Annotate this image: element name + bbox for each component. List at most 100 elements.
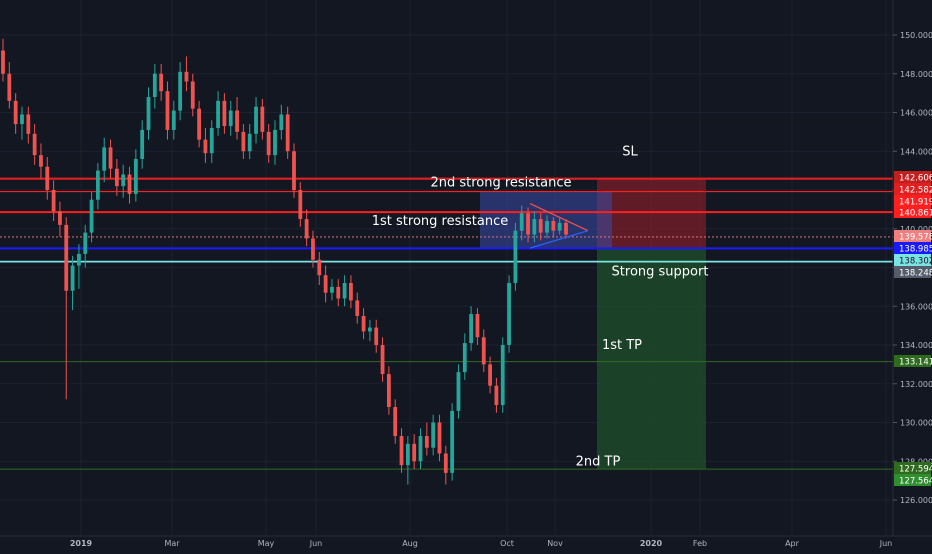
candle: [500, 337, 505, 413]
price-tag: [894, 230, 931, 242]
candle: [77, 244, 81, 289]
candle-body: [247, 133, 252, 152]
candle: [311, 230, 315, 268]
candle: [70, 255, 75, 311]
y-tick-label: 126.000: [900, 496, 932, 505]
candle-body: [26, 114, 31, 134]
candle: [519, 205, 524, 241]
candle: [545, 215, 549, 239]
candle: [216, 91, 220, 136]
candle-body: [222, 100, 227, 127]
candle-body: [260, 106, 265, 132]
candle: [399, 428, 404, 473]
candle: [209, 120, 214, 163]
candle-body: [178, 71, 183, 111]
y-tick-label: 136.000: [900, 302, 932, 311]
candle-body: [355, 300, 360, 316]
candle-body: [13, 100, 18, 125]
candle: [349, 275, 353, 309]
price-tag-label: 133.141: [899, 358, 932, 368]
candle: [266, 124, 271, 163]
price-tag-label: 140.861: [899, 209, 932, 219]
candle-body: [20, 114, 24, 125]
candle-body: [197, 108, 201, 140]
x-tick-label: Oct: [500, 539, 514, 548]
price-tag-label: 139.578: [899, 233, 932, 243]
candle-body: [507, 283, 511, 345]
candle: [361, 308, 366, 340]
candle: [304, 209, 309, 247]
candle: [184, 56, 189, 92]
candle-body: [45, 166, 50, 190]
candle-body: [513, 230, 518, 283]
candle-body: [228, 110, 233, 127]
candle: [405, 436, 410, 485]
candle-body: [51, 190, 56, 212]
candle-body: [475, 314, 480, 338]
trade-zones: [480, 178, 706, 470]
candle: [323, 265, 328, 303]
candle-body: [133, 159, 138, 194]
candle: [203, 128, 208, 163]
candle-body: [70, 265, 75, 291]
candle-body: [538, 219, 543, 233]
candle: [469, 306, 474, 351]
candle-body: [443, 453, 448, 473]
candle: [481, 329, 486, 373]
candle-body: [127, 174, 132, 194]
y-tick-label: 146.000: [900, 109, 932, 118]
candle: [58, 201, 62, 237]
candle: [317, 252, 322, 285]
candle-body: [349, 283, 353, 301]
candle-body: [273, 129, 277, 156]
candle-body: [102, 147, 107, 171]
candle-body: [494, 385, 499, 406]
candle: [108, 139, 113, 179]
candle-body: [95, 170, 100, 200]
x-tick-label: May: [258, 539, 275, 548]
candle: [64, 217, 69, 400]
candle-body: [146, 97, 151, 130]
candle: [178, 62, 183, 121]
candle: [228, 100, 233, 136]
candle: [393, 399, 398, 444]
candle-body: [456, 372, 461, 411]
y-tick-label: 134.000: [900, 341, 932, 350]
candle-body: [532, 219, 537, 235]
candle: [488, 356, 492, 394]
candle-body: [190, 81, 195, 109]
candle-body: [39, 155, 43, 167]
candle: [443, 445, 448, 485]
candle: [235, 97, 239, 140]
candle: [355, 292, 360, 324]
candle: [285, 106, 290, 159]
candle: [152, 64, 157, 109]
y-tick-label: 140.000: [900, 225, 932, 234]
candle: [26, 106, 31, 144]
candle: [133, 149, 138, 202]
first-resistance-label: 1st strong resistance: [372, 214, 508, 229]
price-tag: [894, 254, 931, 266]
candle-body: [292, 151, 296, 190]
candle-body: [171, 110, 176, 130]
candle: [462, 333, 467, 380]
candle-body: [564, 222, 568, 235]
price-tag-label: 142.606: [899, 174, 932, 184]
candle: [102, 137, 107, 183]
candle: [386, 366, 391, 415]
grid: [0, 0, 893, 536]
candle-body: [83, 232, 88, 254]
candle-body: [437, 422, 442, 454]
candle: [507, 275, 511, 353]
x-tick-label: Jun: [309, 539, 323, 548]
y-tick-label: 132.000: [900, 380, 932, 389]
candle-body: [140, 129, 145, 159]
price-tag: [894, 183, 931, 195]
candle: [532, 211, 537, 243]
price-tag: [894, 474, 931, 486]
candle-body: [399, 436, 404, 466]
candle-body: [58, 211, 62, 225]
candle-body: [488, 364, 492, 386]
